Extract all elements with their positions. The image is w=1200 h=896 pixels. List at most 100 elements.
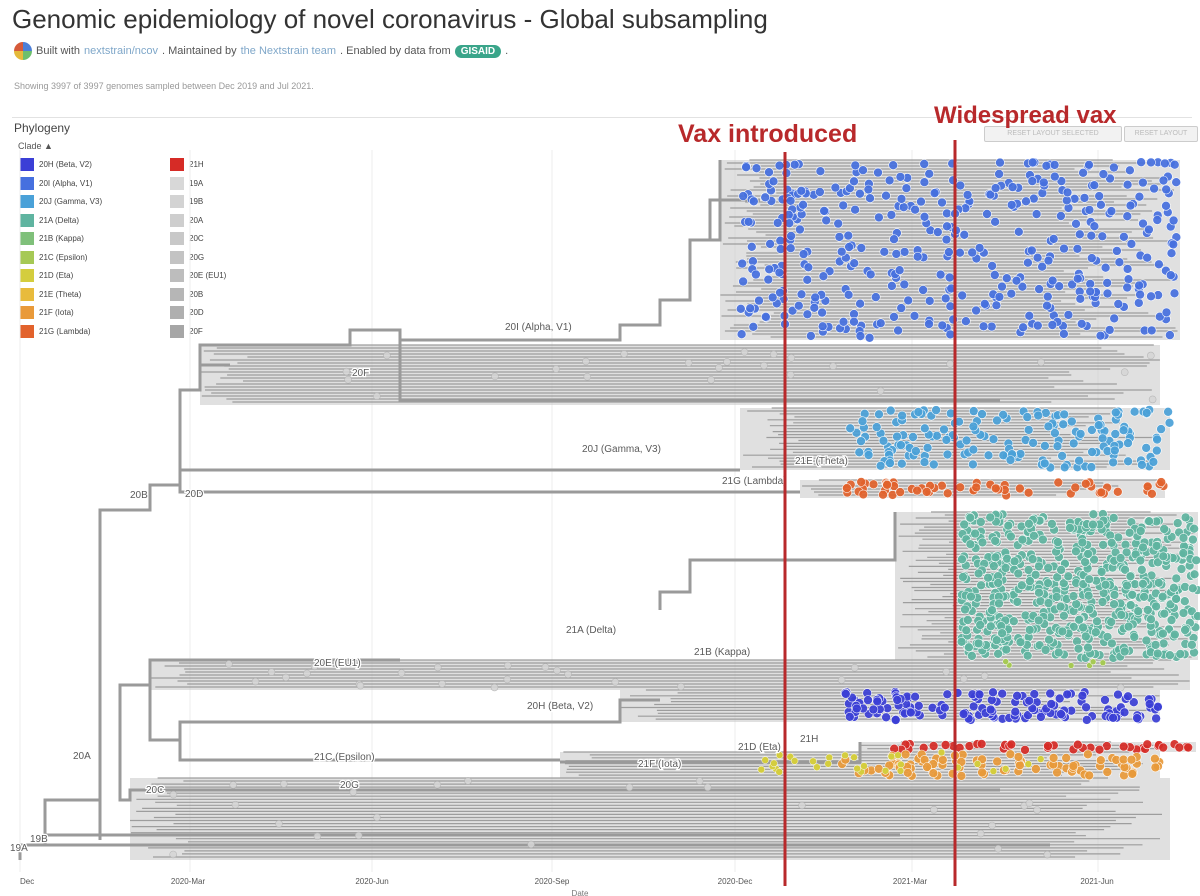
tip-dot bbox=[1141, 408, 1152, 418]
legend-swatch bbox=[170, 306, 184, 319]
tip-dot bbox=[957, 554, 967, 565]
tip-dot bbox=[1035, 596, 1046, 606]
tip-dot bbox=[1135, 555, 1146, 566]
tip-dot bbox=[885, 405, 896, 416]
tip-dot bbox=[942, 449, 953, 460]
tip-dot bbox=[1032, 252, 1043, 263]
legend-label: 20H (Beta, V2) bbox=[39, 160, 92, 169]
tip-dot bbox=[1113, 299, 1124, 309]
tip-dot bbox=[958, 709, 969, 719]
tip-dot bbox=[1062, 689, 1072, 700]
tip-dot bbox=[1119, 646, 1130, 657]
tip-dot bbox=[987, 605, 997, 616]
tip-dot bbox=[1150, 762, 1161, 773]
legend-item[interactable]: 19B bbox=[170, 195, 203, 208]
team-link[interactable]: the Nextstrain team bbox=[240, 45, 336, 57]
reset-layout-selected-button[interactable]: RESET LAYOUT SELECTED bbox=[984, 126, 1122, 142]
tip-dot bbox=[751, 269, 761, 280]
tip-dot bbox=[1122, 282, 1132, 293]
tip-dot bbox=[1109, 162, 1119, 173]
tip-dot bbox=[1108, 712, 1118, 723]
tip-dot bbox=[1138, 542, 1148, 553]
clade-label: Clade bbox=[18, 141, 42, 151]
tip-dot bbox=[865, 269, 876, 280]
byline: Built with nextstrain/ncov . Maintained … bbox=[14, 42, 508, 60]
legend-item[interactable]: 21D (Eta) bbox=[20, 269, 73, 282]
maintained-text: . Maintained by bbox=[162, 45, 237, 57]
tip-dot bbox=[973, 760, 982, 768]
tip-dot bbox=[1148, 395, 1157, 404]
tip-dot bbox=[1127, 589, 1137, 600]
legend-item[interactable]: 21C (Epsilon) bbox=[20, 250, 87, 264]
tip-dot bbox=[1147, 351, 1155, 360]
tip-dot bbox=[1158, 175, 1169, 186]
legend-item[interactable]: 20C bbox=[170, 232, 204, 245]
legend-item[interactable]: 21H bbox=[170, 158, 204, 171]
tip-dot bbox=[939, 702, 950, 713]
tip-dot bbox=[1084, 160, 1094, 170]
tip-dot bbox=[1119, 707, 1130, 718]
reset-layout-button[interactable]: RESET LAYOUT bbox=[1124, 126, 1198, 142]
tip-dot bbox=[1067, 662, 1075, 669]
tree-backbone bbox=[178, 485, 800, 494]
legend-item[interactable]: 21E (Theta) bbox=[20, 287, 81, 301]
legend-item[interactable]: 20D bbox=[170, 306, 204, 319]
legend-item[interactable]: 20H (Beta, V2) bbox=[20, 158, 92, 171]
gisaid-badge[interactable]: GISAID bbox=[454, 44, 502, 58]
tip-dot bbox=[956, 636, 967, 647]
tip-dot bbox=[785, 196, 796, 206]
tip-dot bbox=[1169, 288, 1180, 299]
tip-dot bbox=[1023, 710, 1033, 720]
tip-dot bbox=[889, 312, 899, 322]
tree-backbone bbox=[658, 512, 897, 610]
clade-label: 19A bbox=[10, 843, 28, 854]
tip-dot bbox=[1161, 184, 1171, 195]
tip-dot bbox=[1157, 591, 1168, 602]
clade-label: 20E (EU1) bbox=[314, 658, 361, 669]
tip-dot bbox=[1187, 639, 1197, 650]
ncov-link[interactable]: nextstrain/ncov bbox=[84, 45, 159, 57]
tip-dot bbox=[959, 230, 970, 240]
legend-item[interactable]: 20F bbox=[170, 324, 203, 338]
clade-legend-toggle[interactable]: Clade ▲ bbox=[18, 141, 53, 151]
tree-backbone bbox=[398, 340, 1000, 402]
legend-item[interactable]: 19A bbox=[170, 176, 203, 190]
tip-dot bbox=[1180, 596, 1190, 607]
legend-item[interactable]: 21G (Lambda) bbox=[20, 324, 91, 338]
tip-dot bbox=[1009, 556, 1020, 567]
legend-item[interactable]: 20G bbox=[170, 250, 205, 264]
tip-dot bbox=[1043, 578, 1053, 589]
legend-label: 20G bbox=[189, 252, 205, 262]
tip-dot bbox=[373, 813, 381, 822]
legend-item[interactable]: 20B bbox=[170, 287, 203, 301]
legend-item[interactable]: 20A bbox=[170, 213, 203, 227]
tip-dot bbox=[998, 409, 1008, 420]
tip-dot bbox=[863, 184, 874, 195]
tip-dot bbox=[1169, 159, 1180, 170]
tip-dot bbox=[1180, 582, 1190, 592]
tip-dot bbox=[941, 234, 952, 245]
tree-backbone bbox=[178, 468, 740, 485]
legend-item[interactable]: 20J (Gamma, V3) bbox=[20, 195, 102, 208]
legend-item[interactable]: 21B (Kappa) bbox=[20, 232, 84, 245]
tip-dot bbox=[1076, 318, 1087, 329]
tip-dot bbox=[764, 167, 774, 177]
legend-item[interactable]: 20I (Alpha, V1) bbox=[20, 176, 92, 190]
tip-dot bbox=[1132, 713, 1142, 723]
legend-item[interactable]: 21F (Iota) bbox=[20, 306, 74, 319]
tip-dot bbox=[1047, 275, 1058, 286]
tip-dot bbox=[1165, 650, 1175, 661]
tip-dot bbox=[932, 430, 942, 441]
tip-dot bbox=[583, 372, 592, 381]
tip-dot bbox=[990, 536, 1001, 546]
tip-dot bbox=[979, 299, 990, 309]
tip-dot bbox=[1153, 577, 1164, 588]
tip-dot bbox=[890, 715, 901, 725]
tip-dot bbox=[994, 598, 1004, 609]
tip-dot bbox=[919, 177, 930, 187]
legend-swatch bbox=[20, 324, 34, 338]
tip-dot bbox=[1114, 257, 1125, 268]
legend-item[interactable]: 20E (EU1) bbox=[170, 269, 226, 282]
legend-item[interactable]: 21A (Delta) bbox=[20, 213, 79, 227]
tip-dot bbox=[1056, 565, 1066, 575]
